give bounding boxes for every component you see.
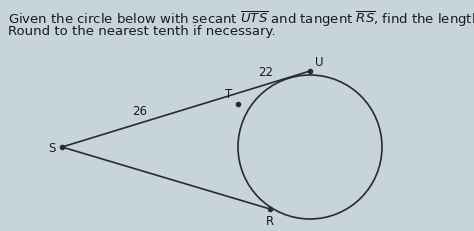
Text: U: U [315,56,323,69]
Text: Given the circle below with secant $\overline{UTS}$ and tangent $\overline{RS}$,: Given the circle below with secant $\ove… [8,10,474,29]
Text: Round to the nearest tenth if necessary.: Round to the nearest tenth if necessary. [8,25,275,38]
Text: T: T [225,88,232,100]
Text: S: S [49,141,56,154]
Text: R: R [266,214,274,227]
Text: 26: 26 [133,105,147,118]
Text: 22: 22 [258,65,273,78]
